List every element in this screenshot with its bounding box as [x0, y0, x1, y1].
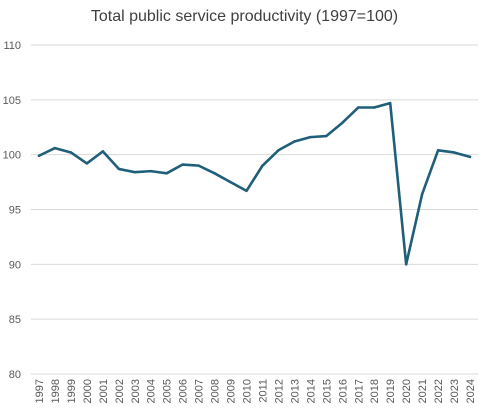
- data-point-2014: [309, 135, 312, 139]
- x-tick-label-2002: 2002: [114, 379, 126, 403]
- x-tick-label-2018: 2018: [369, 379, 381, 403]
- x-tick-label-1997: 1997: [34, 379, 46, 403]
- y-tick-label-80: 80: [9, 369, 21, 381]
- data-point-2018: [373, 106, 376, 109]
- data-point-2022: [436, 149, 440, 152]
- data-point-1999: [69, 151, 73, 154]
- data-point-2002: [117, 167, 121, 171]
- x-tick-label-2019: 2019: [385, 379, 397, 403]
- x-tick-label-1998: 1998: [50, 379, 62, 403]
- x-tick-label-2013: 2013: [289, 379, 301, 403]
- data-point-2013: [293, 140, 296, 143]
- x-tick-label-2001: 2001: [98, 379, 110, 403]
- y-tick-label-105: 105: [3, 95, 21, 107]
- x-tick-label-2010: 2010: [242, 379, 254, 403]
- x-tick-label-2007: 2007: [194, 379, 206, 403]
- x-tick-label-2015: 2015: [321, 379, 333, 403]
- data-point-2004: [149, 169, 152, 173]
- data-point-2024: [468, 155, 472, 159]
- x-tick-label-2009: 2009: [226, 379, 238, 403]
- data-point-2016: [341, 121, 344, 125]
- x-tick-label-2003: 2003: [130, 379, 142, 403]
- x-tick-label-2004: 2004: [146, 379, 158, 403]
- data-point-2007: [197, 164, 200, 167]
- x-tick-label-2014: 2014: [305, 379, 317, 403]
- series-line-0: [37, 101, 472, 266]
- data-point-1998: [53, 146, 57, 150]
- data-point-2017: [357, 106, 360, 109]
- y-tick-label-85: 85: [9, 314, 21, 326]
- data-point-2021: [420, 192, 424, 196]
- data-point-2015: [325, 134, 328, 138]
- chart-title: Total public service productivity (1997=…: [90, 8, 399, 25]
- data-point-2000: [85, 162, 89, 165]
- x-tick-label-2008: 2008: [210, 379, 222, 403]
- data-point-2019: [388, 101, 392, 105]
- data-point-2008: [213, 172, 216, 175]
- x-tick-label-2024: 2024: [465, 379, 477, 403]
- x-tick-label-2023: 2023: [449, 379, 461, 403]
- data-point-2010: [245, 189, 248, 193]
- y-tick-label-90: 90: [9, 259, 21, 271]
- data-point-2006: [181, 163, 184, 166]
- x-tick-label-2012: 2012: [273, 379, 285, 403]
- x-tick-label-2021: 2021: [417, 379, 429, 403]
- data-point-2001: [101, 150, 105, 153]
- data-point-2009: [229, 180, 232, 184]
- x-tick-label-2005: 2005: [162, 379, 174, 403]
- x-tick-label-2006: 2006: [178, 379, 190, 403]
- x-tick-label-2000: 2000: [82, 379, 94, 403]
- data-point-1997: [37, 154, 41, 157]
- y-tick-label-95: 95: [9, 205, 21, 217]
- x-tick-label-2017: 2017: [353, 379, 365, 403]
- x-tick-label-2020: 2020: [401, 379, 413, 403]
- data-point-2011: [261, 164, 264, 167]
- y-tick-label-110: 110: [3, 40, 21, 52]
- data-point-2005: [165, 172, 168, 175]
- data-point-2020: [404, 263, 408, 266]
- data-point-2003: [133, 171, 136, 174]
- x-tick-label-2022: 2022: [433, 379, 445, 403]
- y-tick-label-100: 100: [3, 150, 21, 162]
- data-point-2012: [277, 149, 280, 152]
- data-point-2023: [452, 151, 456, 154]
- x-tick-label-1999: 1999: [66, 379, 78, 403]
- x-tick-label-2011: 2011: [257, 379, 269, 403]
- x-tick-label-2016: 2016: [337, 379, 349, 403]
